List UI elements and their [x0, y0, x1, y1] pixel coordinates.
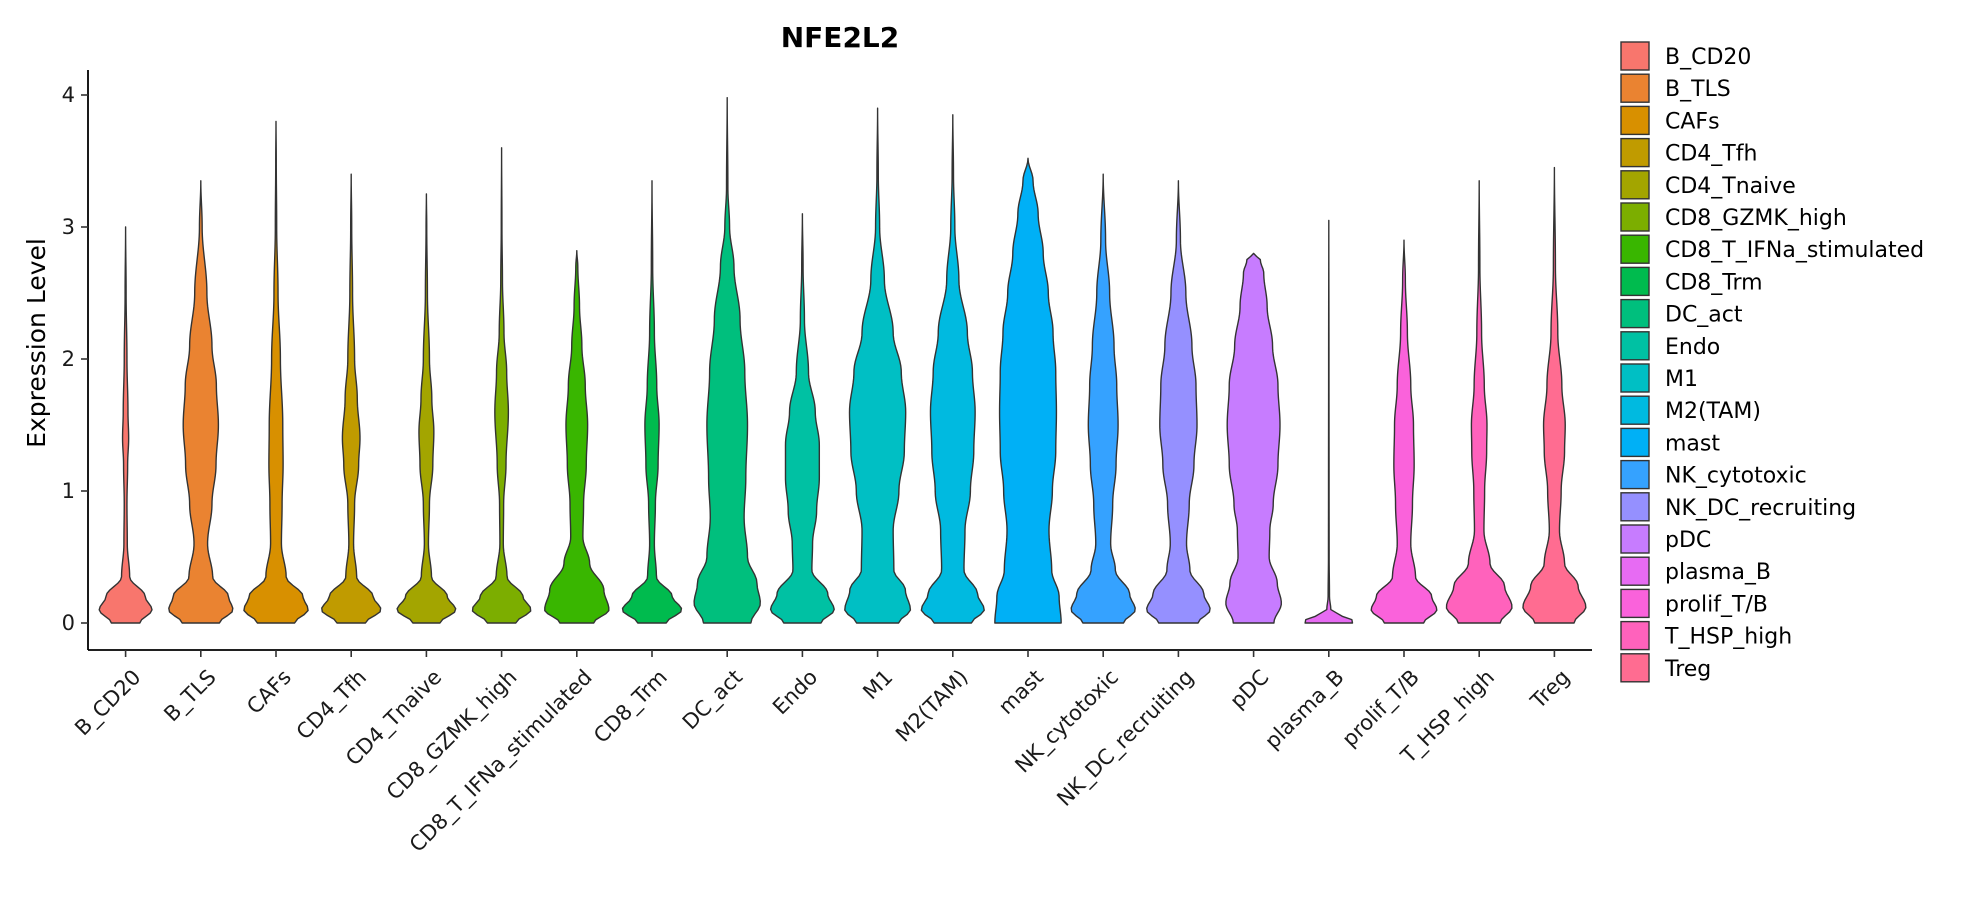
violin-cd4-tfh	[321, 173, 382, 624]
violin-t-hsp-high	[1445, 180, 1513, 624]
legend-swatch-t-hsp-high	[1620, 620, 1650, 651]
legend-label-cd4-tnaive: CD4_Tnaive	[1665, 174, 1796, 199]
y-tick-label: 4	[62, 83, 75, 107]
violin-treg	[1522, 166, 1587, 624]
chart-title: NFE2L2	[781, 21, 900, 54]
violin-b-cd20	[98, 226, 153, 624]
violin-cafs	[243, 120, 309, 624]
legend-label-cd4-tfh: CD4_Tfh	[1665, 142, 1757, 167]
legend-label-t-hsp-high: T_HSP_high	[1664, 625, 1792, 650]
legend-swatch-treg	[1620, 653, 1650, 683]
legend-label-b-cd20: B_CD20	[1665, 45, 1751, 70]
violin-cd4-tnaive	[396, 193, 457, 624]
legend-swatch-cd8-t-ifna-stimulated	[1620, 234, 1650, 264]
violin-cd8-gzmk-high	[471, 147, 532, 624]
violin-mast	[994, 157, 1062, 624]
violin-b-tls	[168, 180, 234, 624]
legend-swatch-plasma-b	[1620, 556, 1650, 586]
legend-swatch-prolif-t-b	[1620, 588, 1650, 619]
violin-cd8-trm	[621, 180, 683, 624]
legend-label-cd8-trm: CD8_Trm	[1665, 270, 1763, 295]
y-tick-label: 1	[62, 479, 75, 503]
legend-label-prolif-t-b: prolif_T/B	[1665, 592, 1768, 617]
y-axis-title: Expression Level	[22, 238, 51, 448]
violin-nk-cytotoxic	[1070, 173, 1136, 624]
legend-label-endo: Endo	[1665, 335, 1720, 360]
violin-m2-tam	[920, 114, 985, 624]
legend-label-plasma-b: plasma_B	[1665, 560, 1771, 585]
violin-plasma-b	[1304, 219, 1354, 624]
x-tick-label-dc-act: DC_act	[678, 665, 748, 735]
x-tick-label-cd4-tfh: CD4_Tfh	[292, 665, 372, 745]
legend-swatch-dc-act	[1620, 298, 1650, 329]
legend-label-nk-dc-recruiting: NK_DC_recruiting	[1665, 496, 1856, 521]
legend-label-pdc: pDC	[1665, 528, 1711, 553]
legend-swatch-endo	[1620, 331, 1650, 361]
legend-swatch-cd4-tnaive	[1620, 170, 1650, 200]
legend-swatch-b-cd20	[1620, 41, 1650, 71]
x-tick-label-b-cd20: B_CD20	[70, 665, 146, 741]
violin-nk-dc-recruiting	[1146, 180, 1211, 624]
axes-group	[87, 70, 1592, 651]
legend-label-nk-cytotoxic: NK_cytotoxic	[1665, 464, 1807, 489]
legend-label-m2-tam: M2(TAM)	[1665, 399, 1761, 424]
legend-swatch-cd4-tfh	[1620, 137, 1650, 168]
legend-label-mast: mast	[1665, 431, 1720, 456]
legend-swatch-m1	[1620, 363, 1650, 393]
legend-swatch-cafs	[1620, 105, 1650, 136]
legend-label-cafs: CAFs	[1665, 109, 1720, 134]
violin-pdc	[1225, 252, 1282, 624]
legend-swatch-nk-cytotoxic	[1620, 459, 1650, 490]
legend-swatch-mast	[1620, 427, 1650, 458]
legend-label-cd8-gzmk-high: CD8_GZMK_high	[1665, 206, 1847, 231]
x-tick-label-nk-dc-recruiting: NK_DC_recruiting	[1052, 665, 1199, 812]
x-tick-label-mast: mast	[994, 665, 1048, 719]
legend: B_CD20 B_TLS CAFs CD4_Tfh CD4_Tnaive CD8_GZMK…	[1620, 41, 1924, 683]
legend-label-b-tls: B_TLS	[1665, 77, 1731, 102]
legend-swatch-nk-dc-recruiting	[1620, 492, 1650, 522]
legend-swatch-cd8-trm	[1620, 266, 1650, 297]
y-tick-labels: 0 1 2 3 4	[62, 83, 88, 635]
legend-label-dc-act: DC_act	[1665, 303, 1743, 328]
violins-group	[98, 96, 1587, 624]
x-tick-label-cd8-trm: CD8_Trm	[589, 665, 673, 749]
x-tick-labels: B_CD20 B_TLS CAFsCD4_TfhCD4_TnaiveCD8_GZMK…	[70, 650, 1574, 858]
violin-dc-act	[693, 96, 761, 624]
legend-label-cd8-t-ifna-stimulated: CD8_T_IFNa_stimulated	[1665, 238, 1924, 263]
violin-cd8-t-ifna-stimulated	[544, 250, 610, 624]
legend-swatch-m2-tam	[1620, 395, 1650, 425]
x-tick-label-pdc: pDC	[1225, 665, 1273, 713]
y-tick-label: 3	[62, 215, 75, 239]
x-tick-label-m2-tam: M2(TAM)	[891, 665, 973, 747]
legend-swatch-pdc	[1620, 524, 1650, 554]
x-tick-label-cd8-gzmk-high: CD8_GZMK_high	[382, 665, 522, 805]
legend-swatch-cd8-gzmk-high	[1620, 202, 1650, 232]
violin-prolif-t-b	[1370, 239, 1438, 624]
y-tick-label: 0	[62, 611, 75, 635]
violin-m1	[844, 107, 912, 624]
y-tick-label: 2	[62, 347, 75, 371]
x-tick-label-b-tls: B_TLS	[159, 665, 221, 727]
x-tick-label-cafs: CAFs	[242, 665, 296, 719]
legend-label-m1: M1	[1665, 367, 1698, 392]
violin-endo	[769, 213, 835, 624]
legend-swatch-b-tls	[1620, 73, 1650, 103]
legend-label-treg: Treg	[1664, 657, 1711, 682]
x-tick-label-endo: Endo	[768, 665, 822, 719]
x-tick-label-m1: M1	[858, 665, 897, 704]
x-tick-label-treg: Treg	[1525, 665, 1574, 714]
x-tick-label-plasma-b: plasma_B	[1260, 665, 1349, 754]
